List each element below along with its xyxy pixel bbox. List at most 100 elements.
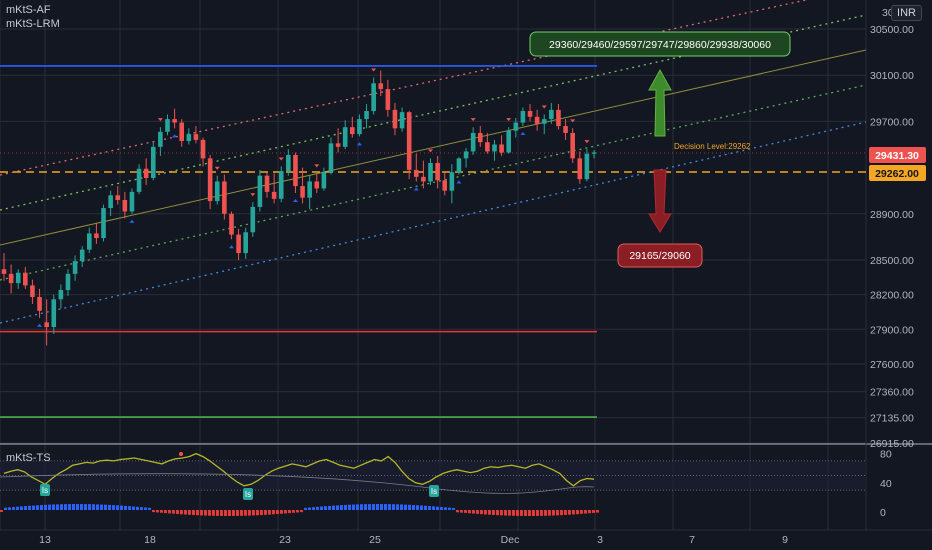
histogram-bar xyxy=(260,510,263,516)
candle-body xyxy=(357,119,362,135)
histogram-bar xyxy=(480,510,483,515)
histogram-bar xyxy=(256,510,259,516)
candle-body xyxy=(30,285,35,297)
histogram-bar xyxy=(296,510,299,513)
histogram-bar xyxy=(128,506,131,510)
histogram-bar xyxy=(536,510,539,516)
histogram-bar xyxy=(412,505,415,510)
sell-signal-marker xyxy=(541,105,547,109)
histogram-bar xyxy=(188,510,191,515)
sell-signal-marker xyxy=(157,118,163,122)
candle-body xyxy=(186,134,192,142)
histogram-bar xyxy=(384,504,387,510)
candle-body xyxy=(115,195,121,200)
price-tick-label: 27900.00 xyxy=(870,324,914,336)
candle-body xyxy=(250,206,256,233)
histogram-bar xyxy=(196,510,199,516)
histogram-bar xyxy=(548,510,551,516)
histogram-bar xyxy=(336,505,339,510)
candle-body xyxy=(179,122,185,142)
histogram-bar xyxy=(212,510,215,516)
histogram-bar xyxy=(524,510,527,516)
histogram-bar xyxy=(596,510,599,513)
signal-markers xyxy=(37,68,590,327)
candle-body xyxy=(492,144,497,152)
candle-body xyxy=(541,119,547,124)
histogram-bar xyxy=(424,505,427,510)
candle-body xyxy=(172,119,177,123)
indicator-legend-af[interactable]: mKtS-AF xyxy=(6,4,51,16)
candle-body xyxy=(570,132,575,159)
time-axis[interactable]: 13 18 23 25 Dec 3 7 9 xyxy=(39,534,788,546)
candle-body xyxy=(37,296,42,311)
indicator-legend-lrm[interactable]: mKtS-LRM xyxy=(6,18,60,30)
histogram-bar xyxy=(40,505,43,510)
candle-body xyxy=(214,181,220,202)
histogram-bar xyxy=(4,507,7,510)
time-tick-label: Dec xyxy=(501,534,520,546)
histogram-bar xyxy=(288,510,291,514)
histogram-bar xyxy=(168,510,171,514)
ts-signal-text: Is xyxy=(245,490,251,499)
histogram-bar xyxy=(340,505,343,510)
candle-body xyxy=(23,272,28,286)
histogram-bar xyxy=(416,505,419,510)
candle-body xyxy=(371,83,376,112)
candle-body xyxy=(236,234,241,254)
histogram-bar xyxy=(572,510,575,515)
histogram-bar xyxy=(92,504,95,510)
sell-signal-marker xyxy=(506,118,512,122)
candle-body xyxy=(79,249,85,262)
candle-body xyxy=(428,162,433,182)
histogram-bar xyxy=(272,510,275,515)
price-axis[interactable]: 30500.00 30100.00 29700.00 28900.00 28500.00… xyxy=(870,7,914,519)
histogram-bar xyxy=(124,505,127,510)
oscillator-line xyxy=(3,452,595,487)
histogram-bar xyxy=(148,507,151,510)
histogram-bar xyxy=(76,504,79,510)
candle-body xyxy=(94,233,99,239)
histogram-bar xyxy=(520,510,523,516)
currency-badge[interactable]: INR xyxy=(891,5,922,21)
indicator-legend-ts[interactable]: mKtS-TS xyxy=(6,452,51,464)
buy-signal-marker xyxy=(292,199,298,203)
candle-body xyxy=(321,172,327,189)
candle-body xyxy=(421,176,426,182)
histogram-bar xyxy=(224,510,227,516)
histogram-bar xyxy=(528,510,531,516)
histogram-bar xyxy=(312,507,315,510)
histogram-bar xyxy=(248,510,251,516)
histogram-bar xyxy=(284,510,287,514)
histogram-bar xyxy=(136,506,139,510)
histogram-bar xyxy=(184,510,187,515)
down-arrow-icon xyxy=(648,169,672,233)
histogram-bar xyxy=(32,505,35,510)
candle-body xyxy=(307,181,312,198)
histogram-bar xyxy=(540,510,543,516)
candle-body xyxy=(278,171,284,199)
candle-body xyxy=(200,139,206,159)
histogram-bar xyxy=(360,504,363,510)
histogram-bar xyxy=(88,504,91,510)
candle-body xyxy=(506,130,511,153)
histogram-bar xyxy=(440,506,443,510)
candle-body xyxy=(442,180,448,191)
candle-body xyxy=(392,109,398,129)
histogram-bar xyxy=(484,510,487,515)
histogram-bar xyxy=(28,505,31,510)
candle-body xyxy=(477,132,483,143)
candle-body xyxy=(65,273,71,291)
price-tick-label: 27360.00 xyxy=(870,387,914,399)
histogram-bar xyxy=(60,504,63,510)
time-tick-label: 3 xyxy=(597,534,603,546)
histogram-bar xyxy=(452,507,455,510)
ts-signal-badge xyxy=(429,485,439,497)
histogram-bar xyxy=(192,510,195,516)
channel-lower-line xyxy=(0,84,867,281)
sell-signal-marker xyxy=(470,118,476,122)
candle-body xyxy=(129,191,135,212)
candle-body xyxy=(243,232,248,254)
time-tick-label: 13 xyxy=(39,534,51,546)
histogram-bar xyxy=(172,510,175,514)
